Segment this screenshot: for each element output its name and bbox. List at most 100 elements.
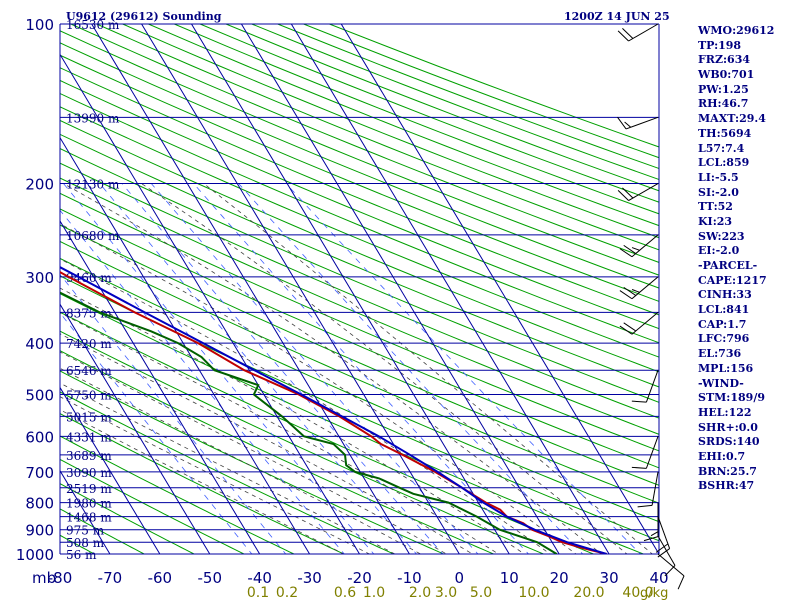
chart-series (60, 266, 607, 554)
wind-barb-staff (631, 234, 659, 258)
isotherm (60, 136, 311, 554)
sounding-index-item: SI:-2.0 (698, 185, 739, 199)
pressure-tick-label: 200 (25, 176, 54, 194)
dry-adiabat (60, 350, 495, 554)
height-label: 2519 m (66, 482, 112, 496)
wind-barb-feather (623, 322, 637, 332)
wind-barb-staff (625, 116, 659, 130)
sounding-index-item: FRZ:634 (698, 53, 751, 67)
temperature-tick-label: -10 (397, 569, 422, 587)
wind-barb-feather (623, 244, 637, 254)
mixing-ratio-line (99, 183, 418, 554)
wind-barb-feather (631, 247, 640, 251)
wind-barb-feather (631, 289, 640, 293)
dry-adiabat (60, 42, 659, 289)
dry-adiabat (60, 370, 445, 554)
sounding-index-item: STM:189/9 (698, 391, 765, 405)
wind-barb-feather (619, 248, 633, 258)
pressure-tick-label: 900 (25, 522, 54, 540)
wind-barb-staff (631, 311, 659, 335)
sounding-index-item: BRN:25.7 (698, 464, 757, 478)
dry-adiabat (96, 24, 659, 251)
sounding-index-item: SHR+:0.0 (698, 420, 758, 434)
temperature-tick-label: 10 (500, 569, 519, 587)
pressure-tick-label: 100 (25, 16, 54, 34)
wind-barb-feather (650, 531, 659, 537)
moist-adiabat (60, 382, 396, 554)
height-label: 5015 m (66, 410, 112, 424)
temperature-tick-label: -40 (247, 569, 272, 587)
sounding-index-item: BSHR:47 (698, 479, 755, 493)
sounding-index-item: MAXT:29.4 (698, 112, 766, 126)
dry-adiabat (60, 148, 659, 403)
isotherm (290, 24, 610, 554)
mixing-ratio-label: 40.0 (622, 585, 653, 600)
dry-adiabat (60, 413, 345, 554)
y-axis-label: mb (32, 569, 56, 587)
wind-barb-feather (677, 575, 685, 590)
sounding-index-item: TH:5694 (698, 126, 752, 140)
height-label: 5750 m (66, 388, 112, 402)
wind-barb-feather (619, 290, 633, 300)
wind-barb-staff (645, 436, 659, 469)
pressure-tick-label: 500 (25, 386, 54, 404)
dry-adiabat (60, 133, 659, 388)
mixing-ratio-line (121, 183, 444, 554)
dry-adiabat (60, 54, 659, 302)
dry-adiabat (60, 79, 659, 330)
sounding-index-item: RH:46.7 (698, 97, 749, 111)
temperature-tick-label: -70 (98, 569, 123, 587)
height-label: 56 m (66, 548, 97, 562)
mixing-ratio-label: 3.0 (435, 585, 457, 600)
mixing-ratio-label: 20.0 (573, 585, 604, 600)
pressure-tick-label: 800 (25, 495, 54, 513)
temperature-tick-label: 30 (600, 569, 619, 587)
mixing-ratio-label: 5.0 (470, 585, 492, 600)
sounding-index-item: EHI:0.7 (698, 449, 746, 463)
wind-barb-feather (622, 187, 634, 199)
isotherm (240, 24, 560, 554)
moist-adiabat (60, 312, 500, 554)
mixing-ratio-label: 1.0 (363, 585, 385, 600)
height-label: 975 m (66, 524, 105, 538)
dry-adiabat (60, 177, 659, 435)
height-label: 10680 m (66, 229, 120, 243)
mixing-ratio-line (285, 183, 641, 554)
sounding-index-item: EL:736 (698, 347, 742, 361)
height-label: 1468 m (66, 511, 112, 525)
sounding-index-item: CAPE:1217 (698, 273, 767, 287)
wind-barb-feather (617, 30, 629, 42)
temperature-tick-label: -50 (198, 569, 223, 587)
mixing-ratio-label: 10.0 (518, 585, 549, 600)
wind-barb-feather (617, 116, 627, 130)
temperature-tick-label: 0 (455, 569, 465, 587)
height-label: 8375 m (66, 306, 112, 320)
sounding-index-item: CINH:33 (698, 288, 752, 302)
pressure-tick-label: 1000 (16, 546, 54, 564)
wind-barb-staff (628, 183, 659, 201)
sounding-index-item: LFC:796 (698, 332, 750, 346)
sounding-index-item: WMO:29612 (698, 24, 775, 37)
dry-adiabat (60, 257, 659, 523)
dry-adiabat (60, 30, 659, 276)
moist-adiabat (60, 351, 448, 554)
dewpoint-profile (60, 291, 558, 554)
mixing-ratio-label: 2.0 (409, 585, 431, 600)
moist-adiabat (60, 258, 551, 554)
wind-barb-feather (617, 190, 629, 201)
wind-barb-staff (645, 370, 659, 403)
wind-barb-feather (643, 536, 659, 542)
wind-barb-feather (631, 400, 647, 403)
chart-title: U9612 (29612) Sounding (66, 10, 222, 23)
sounding-indices: WMO:29612 TP:198 FRZ:634 WB0:701 PW:1.25 RH:4… (698, 24, 774, 494)
wind-barb-feather (624, 121, 632, 128)
pressure-tick-label: 300 (25, 269, 54, 287)
moist-adiabat (60, 396, 371, 554)
sounding-index-item: EI:-2.0 (698, 244, 740, 258)
dry-adiabat (60, 67, 659, 316)
sounding-index-item: MPL:156 (698, 361, 754, 375)
temperature-tick-label: 40 (649, 569, 668, 587)
isotherm (60, 53, 360, 554)
